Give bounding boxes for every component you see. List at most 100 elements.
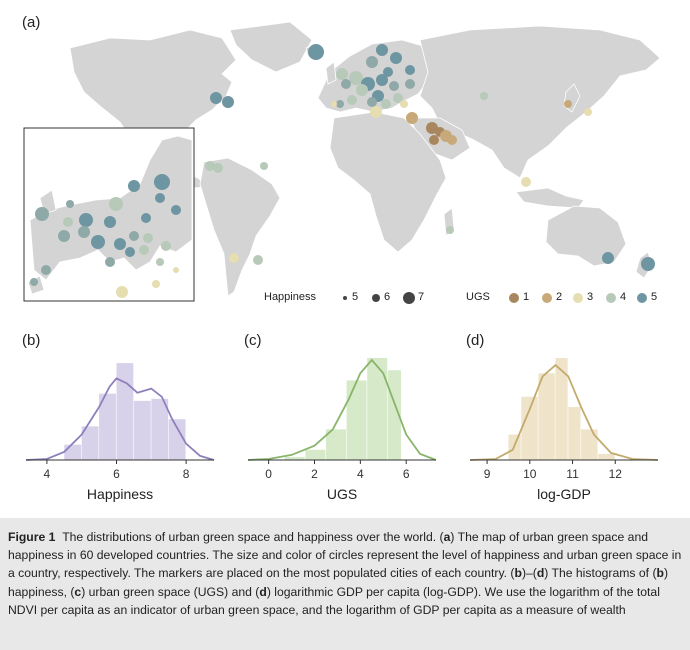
happiness-legend-title: Happiness (264, 291, 316, 303)
marker-sweden (390, 52, 402, 64)
inset-marker-sweden (128, 180, 140, 192)
inset-marker-poland (141, 213, 151, 223)
marker-russia (405, 79, 415, 89)
x-tick-label-0-1: 6 (113, 467, 120, 481)
x-tick-label-2-3: 12 (609, 467, 623, 481)
marker-trinidad (260, 162, 268, 170)
ugs-legend-3: 3 (587, 291, 594, 303)
inset-marker-switzerland (91, 235, 105, 249)
europe (317, 39, 433, 113)
x-tick-label-2-2: 11 (566, 467, 579, 481)
hist-bar-0-6 (168, 419, 186, 460)
marker-chile (229, 253, 239, 263)
marker-denmark (366, 56, 378, 68)
inset-marker-bulgaria (156, 258, 164, 266)
marker-greece (400, 100, 408, 108)
africa (329, 111, 447, 253)
country-markers (205, 44, 655, 271)
inset-marker-italy (105, 257, 115, 267)
happiness-legend-7: 7 (418, 291, 425, 303)
figure-caption-box: Figure 1 The distributions of urban gree… (0, 518, 690, 650)
hist-bar-1-1 (305, 449, 326, 460)
marker-uk (349, 71, 363, 85)
ugs-legend-symbols (509, 293, 647, 303)
marker-saudi (429, 135, 439, 145)
hist-bar-0-4 (133, 400, 151, 460)
inset-markers (30, 174, 181, 298)
marker-finland (405, 65, 415, 75)
happiness-legend-6: 6 (384, 291, 391, 303)
marker-mauritius (446, 226, 454, 234)
hist-bar-0-5 (151, 398, 169, 460)
marker-norway (376, 44, 388, 56)
panel-a-label: (a) (22, 14, 41, 31)
marker-ireland (336, 68, 348, 80)
panel-c-label: (c) (244, 332, 262, 349)
marker-usa (210, 92, 222, 104)
marker-israel (406, 112, 418, 124)
marker-canada (222, 96, 234, 108)
inset-marker-belgium (78, 226, 90, 238)
marker-mexico (205, 161, 215, 171)
marker-malta (331, 101, 337, 107)
xlabel-log-gdp: log-GDP (537, 486, 591, 502)
australia (545, 205, 627, 267)
ugs-legend-4: 4 (620, 291, 627, 303)
uk (325, 61, 337, 85)
kde-curve-0 (25, 377, 215, 461)
indonesia (515, 187, 585, 209)
hist-bar-0-2 (99, 393, 116, 460)
happiness-size-7 (403, 292, 415, 304)
hist-bar-2-3 (555, 358, 568, 460)
marker-korea (564, 100, 572, 108)
panel-b-label: (b) (22, 332, 41, 349)
hist-bar-1-2 (325, 429, 346, 460)
inset-marker-germany (104, 216, 116, 228)
happiness-legend-5: 5 (352, 291, 359, 303)
marker-spain (347, 95, 357, 105)
ugs-legend-1: 1 (523, 291, 530, 303)
ugs-color-4 (606, 293, 616, 303)
inset-marker-scotland (66, 200, 74, 208)
marker-france (356, 84, 368, 96)
marker-poland (389, 81, 399, 91)
marker-new-zealand (641, 257, 655, 271)
marker-iceland (308, 44, 324, 60)
inset-marker-cyprus (173, 267, 179, 273)
panel-d-label: (d) (466, 332, 485, 349)
inset-marker-malta (116, 286, 128, 298)
hist-bar-0-1 (81, 426, 99, 460)
marker-latvia (383, 67, 393, 77)
inset-marker-estonia (155, 193, 165, 203)
hist-bar-2-4 (568, 406, 581, 460)
xlabel-happiness: Happiness (86, 486, 154, 502)
inset-marker-spain (41, 265, 51, 275)
north-america (69, 29, 237, 161)
hist-bar-1-0 (284, 456, 305, 460)
figure-caption: Figure 1 The distributions of urban gree… (8, 528, 686, 619)
land-masses (69, 21, 661, 297)
kde-curve-1 (247, 358, 437, 461)
inset-marker-latvia (171, 205, 181, 215)
ugs-legend-5: 5 (651, 291, 658, 303)
histogram-happiness: 4 6 8 (25, 363, 215, 481)
inset-marker-portugal (30, 278, 38, 286)
marker-kazakhstan (480, 92, 488, 100)
ugs-color-2 (542, 293, 552, 303)
hist-bar-2-2 (538, 373, 555, 460)
inset-marker-uk (63, 217, 73, 227)
ugs-legend-2: 2 (556, 291, 563, 303)
marker-germany (376, 74, 388, 86)
x-tick-label-0-2: 8 (183, 467, 190, 481)
marker-costa-rica (213, 163, 223, 173)
happiness-size-5 (343, 296, 347, 300)
caption-body: The distributions of urban green space a… (8, 530, 682, 617)
x-tick-label-1-2: 4 (357, 467, 364, 481)
x-tick-label-2-0: 9 (484, 467, 491, 481)
ugs-color-5 (637, 293, 647, 303)
x-tick-label-2-1: 10 (523, 467, 537, 481)
xlabel-ugs: UGS (326, 486, 358, 502)
marker-australia (602, 252, 614, 264)
marker-romania (393, 93, 403, 103)
greenland (229, 21, 313, 73)
